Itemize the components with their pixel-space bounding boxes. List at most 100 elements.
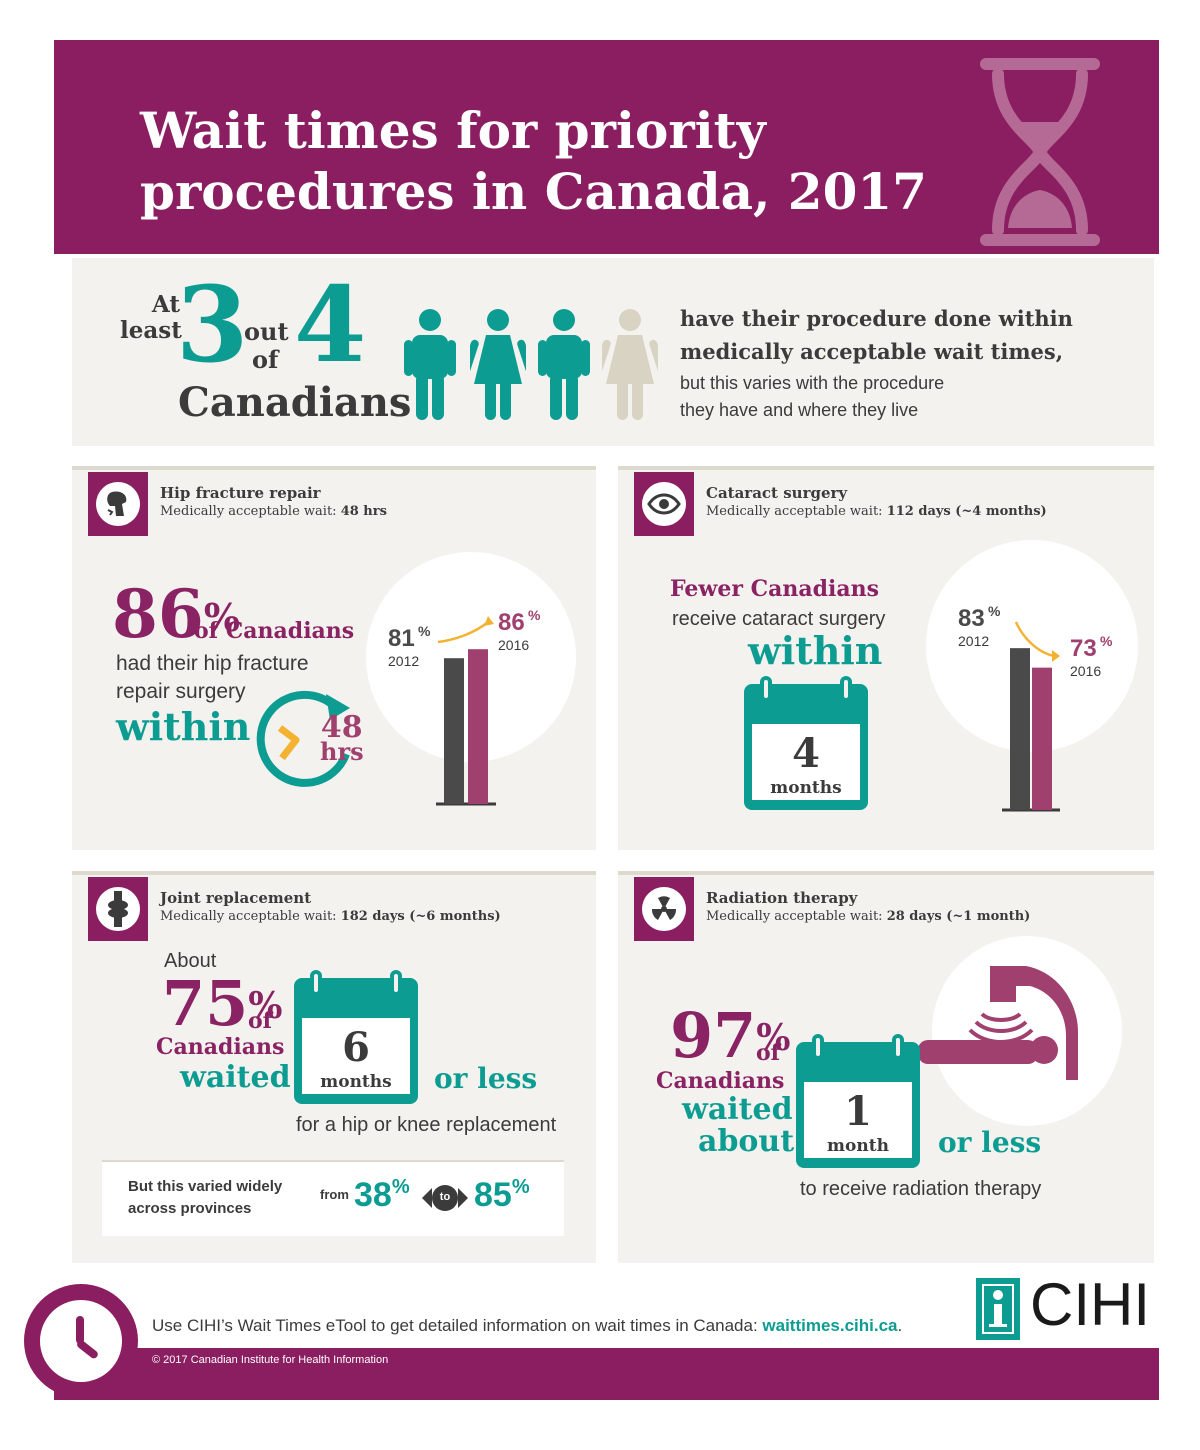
header-banner xyxy=(54,40,1159,254)
canadians-label: Canadians xyxy=(178,379,412,426)
joint-of: of xyxy=(248,1008,273,1034)
least-text: least xyxy=(120,317,182,344)
hip-sub-prefix: Medically acceptable wait: xyxy=(160,504,341,519)
cataract-title: Cataract surgery xyxy=(706,484,848,502)
title-line-2: procedures in Canada, 2017 xyxy=(140,162,927,221)
radiation-pct-sign: % xyxy=(756,1017,791,1059)
cataract-chart-value-label-2016: 73 xyxy=(1070,635,1097,662)
radiation-calendar-icon: 1 month xyxy=(796,1034,920,1168)
at-text: At xyxy=(151,291,180,318)
cataract-chart-trend-arrowhead xyxy=(1052,650,1060,662)
clock-arrow-icon xyxy=(256,690,350,787)
radiation-sub-value: 28 days (~1 month) xyxy=(886,909,1031,924)
at-least-label: At least xyxy=(120,291,182,344)
joint-varied-text: But this varied widely across provinces xyxy=(128,1176,282,1220)
title-line-1: Wait times for priority xyxy=(140,101,766,160)
cataract-chart-pct-sign-2016: % xyxy=(1100,633,1113,649)
joint-high-value: 85 xyxy=(474,1176,512,1214)
cataract-chart-bar-2012 xyxy=(1010,648,1030,810)
summary-detail: but this varies with the procedure they … xyxy=(680,370,944,424)
cataract-chart-value-label-2012: 83 xyxy=(958,605,985,632)
cataract-cal-unit: months xyxy=(770,778,842,798)
waittimes-link[interactable]: waittimes.cihi.ca xyxy=(762,1316,898,1335)
detail-line-2: they have and where they live xyxy=(680,400,919,420)
number-three: 3 xyxy=(176,263,249,386)
radiation-machine-icon xyxy=(918,966,1078,1080)
cataract-acceptable-wait: Medically acceptable wait: 112 days (~4 … xyxy=(706,504,1047,519)
cataract-chart-year-label-2012: 2012 xyxy=(958,633,989,649)
radiation-canadians: Canadians xyxy=(656,1068,785,1094)
joint-cal-num: 6 xyxy=(342,1024,370,1071)
hip-chart-pct-sign-2012: % xyxy=(418,623,431,639)
hip-chart-value-label-2016: 86 xyxy=(498,609,525,636)
joint-low: 38% xyxy=(354,1176,410,1215)
radiation-pct-value: 97 xyxy=(670,999,757,1072)
cataract-within: within xyxy=(748,628,883,673)
hip-line-2: repair surgery xyxy=(116,680,246,703)
man-icon xyxy=(538,309,590,420)
radiation-acceptable-wait: Medically acceptable wait: 28 days (~1 m… xyxy=(706,909,1030,924)
cataract-chart-trend-arrow xyxy=(1014,621,1055,658)
hourglass-icon xyxy=(980,58,1100,246)
hip-chart-year-label-2016: 2016 xyxy=(498,637,529,653)
info-i-icon xyxy=(976,1278,1020,1340)
radiation-icon xyxy=(634,877,694,941)
hip-clock-unit: hrs xyxy=(320,737,364,766)
hip-bar-chart: 81 % 2012 86 % 2016 xyxy=(388,607,541,806)
number-four: 4 xyxy=(294,263,367,386)
radiation-to-receive: to receive radiation therapy xyxy=(800,1178,1042,1200)
eye-icon xyxy=(634,472,694,536)
joint-from: from xyxy=(320,1187,349,1202)
varied-line-1: But this varied widely xyxy=(128,1178,283,1195)
summary-panel xyxy=(72,258,1154,446)
radiation-cal-unit: month xyxy=(827,1136,889,1156)
joint-waited: waited xyxy=(180,1060,291,1095)
hip-clock-num: 48 xyxy=(320,710,363,745)
cataract-bar-chart: 83 % 2012 73 % 2016 xyxy=(958,603,1113,812)
joint-pct-sign: % xyxy=(248,985,283,1027)
clock-icon xyxy=(24,1284,138,1398)
joint-title: Joint replacement xyxy=(160,889,312,907)
cataract-cal-num: 4 xyxy=(792,730,820,777)
joint-sub-prefix: Medically acceptable wait: xyxy=(160,909,341,924)
joint-percent: 75% xyxy=(162,970,283,1038)
of-text: of xyxy=(252,345,279,374)
cataract-receive: receive cataract surgery xyxy=(672,608,886,630)
joint-to: to xyxy=(439,1191,451,1203)
varied-line-2: across provinces xyxy=(128,1200,252,1217)
radiation-cal-num: 1 xyxy=(844,1088,872,1135)
hip-chart-bar-2012 xyxy=(444,658,464,804)
joint-province-box xyxy=(102,1160,564,1236)
hip-chart-year-label-2012: 2012 xyxy=(388,653,419,669)
woman-icon xyxy=(602,309,658,420)
out-of-label: out of xyxy=(244,318,289,374)
cataract-chart-bar-2016 xyxy=(1032,667,1052,810)
radiation-waited: waited xyxy=(682,1092,793,1127)
radiation-title: Radiation therapy xyxy=(706,889,858,907)
cataract-sub-value: 112 days (~4 months) xyxy=(886,504,1047,519)
summary-headline: have their procedure done within medical… xyxy=(680,302,1073,368)
copyright: © 2017 Canadian Institute for Health Inf… xyxy=(152,1354,389,1366)
headline-line-1: have their procedure done within xyxy=(680,306,1073,331)
radiation-about: about xyxy=(698,1124,795,1159)
hip-title: Hip fracture repair xyxy=(160,484,321,502)
hip-clock-label: 48 hrs xyxy=(320,710,364,766)
footer-text-body: Use CIHI’s Wait Times eTool to get detai… xyxy=(152,1316,763,1335)
joint-calendar-icon: 6 months xyxy=(294,970,418,1104)
footer-text: Use CIHI’s Wait Times eTool to get detai… xyxy=(152,1316,902,1336)
joint-high-pct: % xyxy=(511,1176,530,1198)
hip-line-1: had their hip fracture xyxy=(116,652,309,675)
hip-chart-pct-sign-2016: % xyxy=(528,607,541,623)
radiation-sub-prefix: Medically acceptable wait: xyxy=(706,909,887,924)
joint-pct-value: 75 xyxy=(162,967,249,1040)
to-arrow-icon xyxy=(422,1185,468,1211)
footer-period: . xyxy=(897,1316,903,1335)
cataract-sub-prefix: Medically acceptable wait: xyxy=(706,504,887,519)
joint-cal-unit: months xyxy=(320,1072,392,1092)
hip-pct-sign: % xyxy=(203,595,240,640)
joint-high: 85% xyxy=(474,1176,530,1215)
cihi-logo-text: CIHI xyxy=(1030,1271,1150,1338)
joint-or-less: or less xyxy=(434,1062,538,1095)
hip-chart-bar-2016 xyxy=(468,649,488,804)
hip-chart-trend-arrowhead xyxy=(484,616,494,626)
